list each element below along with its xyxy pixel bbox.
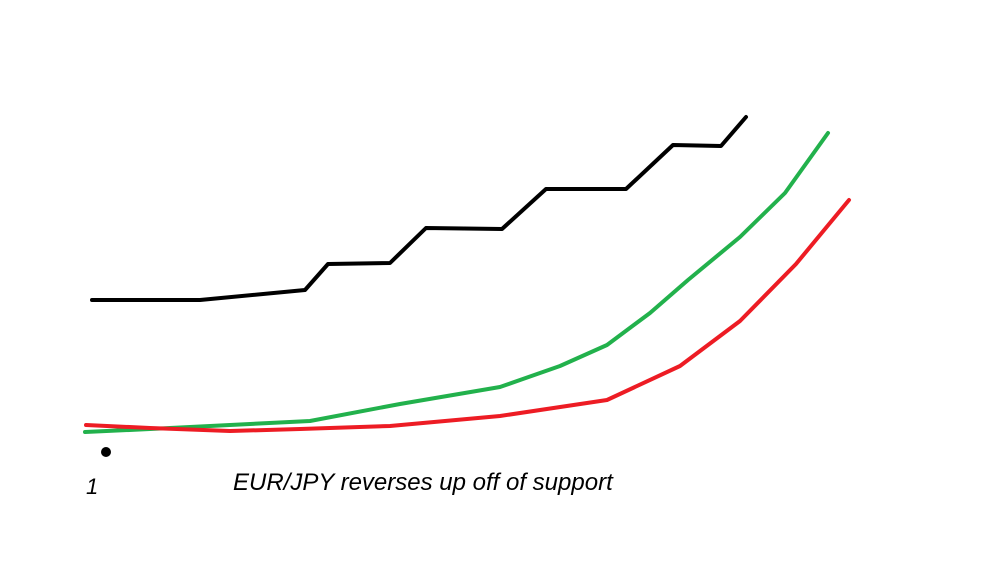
green-ma-line bbox=[83, 131, 830, 434]
caption: EUR/JPY reverses up off of support bbox=[233, 469, 613, 496]
marker-dot bbox=[101, 447, 111, 457]
price-line bbox=[90, 115, 748, 302]
marker-label: 1 bbox=[86, 474, 99, 499]
red-ma-line bbox=[84, 198, 851, 433]
